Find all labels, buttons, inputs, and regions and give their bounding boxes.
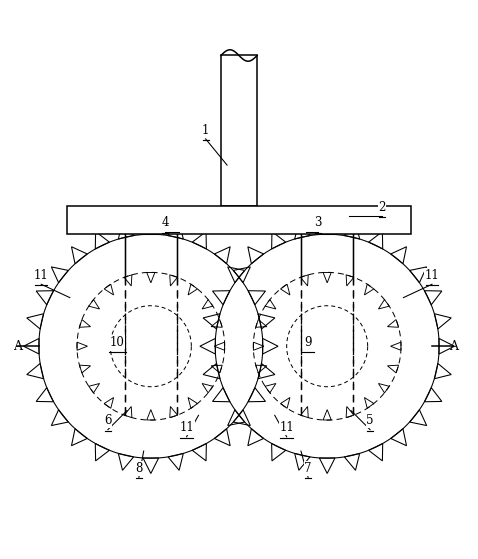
Text: 11: 11 (424, 269, 439, 282)
Text: 6: 6 (104, 414, 112, 427)
Text: 3: 3 (314, 216, 321, 229)
Text: 8: 8 (135, 462, 142, 475)
Text: 1: 1 (202, 124, 209, 136)
Text: 4: 4 (162, 216, 169, 229)
Text: A: A (12, 340, 22, 353)
Text: 10: 10 (110, 335, 125, 349)
Text: 11: 11 (279, 421, 294, 434)
Text: 5: 5 (366, 414, 374, 427)
Text: 7: 7 (304, 462, 312, 475)
Bar (221, 55, 257, 206)
Text: 9: 9 (304, 335, 312, 349)
Bar (67, 206, 411, 234)
Text: 2: 2 (378, 201, 386, 214)
Text: 11: 11 (179, 421, 194, 434)
Text: 11: 11 (34, 269, 49, 282)
Text: A: A (449, 340, 458, 353)
